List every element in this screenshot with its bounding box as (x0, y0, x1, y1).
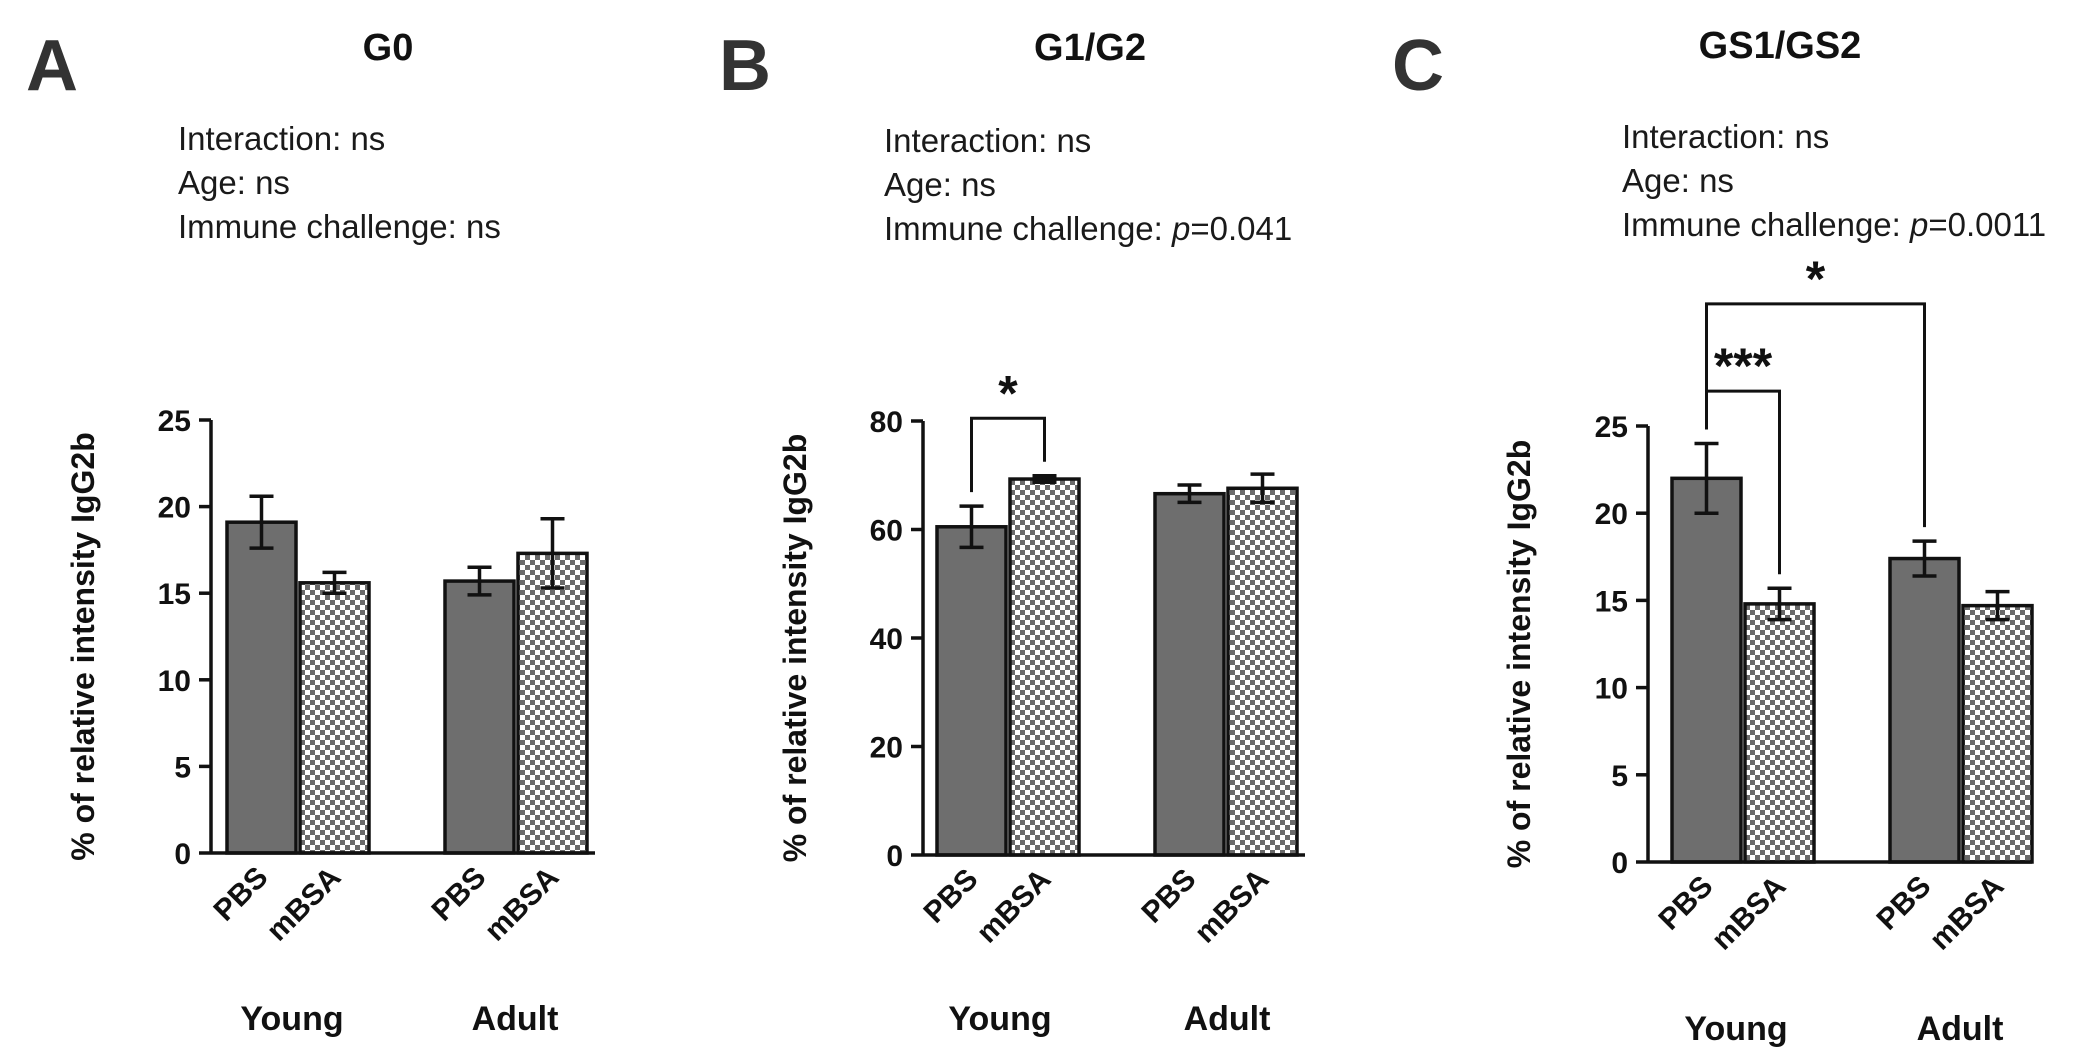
significance-label: * (1806, 251, 1826, 307)
y-tick-label: 5 (1611, 760, 1628, 793)
y-tick-label: 15 (158, 578, 191, 611)
stat-value: ns (350, 120, 385, 157)
y-tick-label: 10 (1595, 673, 1628, 706)
stat-prefix: Interaction: (1622, 118, 1794, 155)
y-tick-label: 40 (870, 623, 903, 656)
stat-italic: p (1171, 210, 1190, 247)
stat-line: Interaction: ns (884, 122, 1091, 159)
y-tick-label: 0 (1611, 847, 1628, 880)
y-tick-label: 20 (1595, 498, 1628, 531)
stat-line: Age: ns (178, 164, 290, 201)
group-label: Young (240, 1000, 343, 1038)
panel-letter: A (26, 26, 78, 106)
y-tick-label: 25 (1595, 411, 1628, 444)
bar-adult-pbs (1888, 556, 1961, 864)
bar-adult-mbsa (516, 551, 589, 855)
x-tick-label: PBS (1870, 870, 1937, 937)
bar-adult-pbs (1153, 491, 1226, 857)
significance-bracket (1705, 302, 1926, 528)
y-tick-label: 15 (1595, 585, 1628, 618)
group-label: Adult (1917, 1010, 2004, 1048)
y-tick-label: 60 (870, 515, 903, 548)
chart-title: G1/G2 (1034, 27, 1146, 69)
x-tick-label: mBSA (478, 861, 565, 948)
y-axis-label: % of relative intensity IgG2b (65, 432, 101, 861)
stat-prefix: Immune challenge: (1622, 206, 1910, 243)
chart-title: GS1/GS2 (1699, 25, 1862, 67)
stat-italic: p (1909, 206, 1928, 243)
y-tick-label: 20 (870, 732, 903, 765)
stat-line: Immune challenge: p=0.0011 (1622, 206, 2046, 243)
x-tick-label: PBS (917, 863, 984, 930)
panel-letter: C (1392, 26, 1444, 106)
y-tick-label: 25 (158, 405, 191, 438)
x-tick-label: mBSA (1188, 863, 1275, 950)
x-tick-label: PBS (1135, 863, 1202, 930)
stat-value: ns (255, 164, 290, 201)
stat-prefix: Interaction: (178, 120, 350, 157)
stat-prefix: Immune challenge: (884, 210, 1172, 247)
bar-young-pbs (225, 520, 298, 855)
stat-prefix: Immune challenge: (178, 208, 466, 245)
stat-value: =0.041 (1190, 210, 1292, 247)
y-axis-label: % of relative intensity IgG2b (1501, 440, 1537, 869)
y-axis-label: % of relative intensity IgG2b (777, 434, 813, 863)
bar-young-mbsa (1008, 477, 1081, 857)
bar-young-mbsa (1743, 602, 1816, 864)
x-tick-label: PBS (1652, 870, 1719, 937)
stat-value: ns (961, 166, 996, 203)
stat-value: ns (1699, 162, 1734, 199)
y-tick-label: 0 (174, 838, 191, 871)
panel-letter: B (719, 26, 771, 106)
y-tick-label: 0 (886, 840, 903, 873)
x-tick-label: mBSA (1705, 870, 1792, 957)
significance-label: *** (1714, 338, 1773, 394)
y-tick-label: 20 (158, 492, 191, 525)
stat-value: ns (1794, 118, 1829, 155)
stat-value: ns (466, 208, 501, 245)
stat-prefix: Interaction: (884, 122, 1056, 159)
stat-prefix: Age: (178, 164, 255, 201)
y-tick-label: 5 (174, 751, 191, 784)
group-label: Young (948, 1000, 1051, 1038)
x-tick-label: mBSA (970, 863, 1057, 950)
stat-prefix: Age: (884, 166, 961, 203)
significance-bracket (970, 416, 1046, 493)
y-tick-label: 80 (870, 406, 903, 439)
group-label: Young (1684, 1010, 1787, 1048)
group-label: Adult (1184, 1000, 1271, 1038)
group-label: Adult (472, 1000, 559, 1038)
stat-value: =0.0011 (1928, 206, 2046, 243)
bar-adult-mbsa (1961, 603, 2034, 864)
y-tick-label: 10 (158, 665, 191, 698)
stat-line: Interaction: ns (1622, 118, 1829, 155)
chart-title: G0 (363, 27, 414, 69)
bar-young-pbs (935, 525, 1008, 857)
stat-line: Immune challenge: p=0.041 (884, 210, 1292, 247)
stat-line: Age: ns (884, 166, 996, 203)
stat-value: ns (1056, 122, 1091, 159)
significance-label: * (998, 365, 1018, 421)
x-tick-label: mBSA (1923, 870, 2010, 957)
x-tick-label: PBS (425, 861, 492, 928)
bar-adult-pbs (443, 579, 516, 855)
bar-adult-mbsa (1226, 486, 1299, 857)
stat-line: Interaction: ns (178, 120, 385, 157)
stat-line: Age: ns (1622, 162, 1734, 199)
stat-prefix: Age: (1622, 162, 1699, 199)
x-tick-label: PBS (207, 861, 274, 928)
bar-young-pbs (1670, 476, 1743, 864)
stat-line: Immune challenge: ns (178, 208, 501, 245)
x-tick-label: mBSA (260, 861, 347, 948)
bar-young-mbsa (298, 581, 371, 855)
